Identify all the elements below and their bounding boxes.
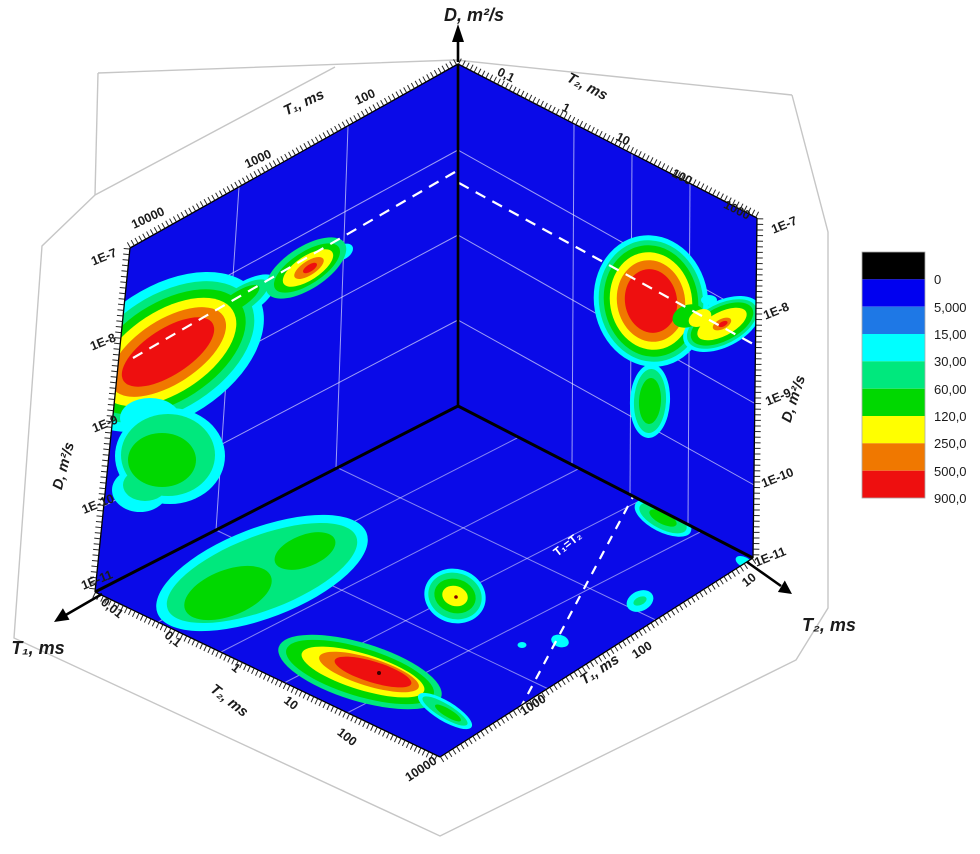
colorbar-label-900000: 900,0	[934, 491, 967, 506]
d-right-tick-1e-10: 1E-10	[759, 465, 795, 490]
floor-main-red-peak	[278, 634, 442, 710]
t1-wall-tick-100: 100	[353, 86, 378, 108]
left-wall-t1-d-map	[95, 64, 458, 592]
colorbar-cell	[862, 388, 925, 416]
t2-axis-arrow	[746, 560, 792, 594]
colorbar-label-120000: 120,0	[934, 409, 967, 424]
d-axis-title: D, m²/s	[444, 5, 504, 25]
t1-wall-tick-10000: 10000	[129, 204, 166, 231]
t1-axis-arrow	[54, 592, 103, 622]
colorbar: 0 5,000 15,00 30,00 60,00 120,0 250,0 50…	[861, 251, 967, 506]
colorbar-cell	[862, 306, 925, 334]
d-right-tick-1e-8: 1E-8	[761, 300, 791, 323]
right-wall-secondary-peak	[672, 296, 757, 352]
tick-combs	[88, 58, 764, 763]
t1-floor-tick-10: 10	[739, 570, 759, 590]
colorbar-label-60000: 60,00	[934, 382, 967, 397]
colorbar-label-250000: 250,0	[934, 436, 967, 451]
left-wall-dashed-guide	[132, 171, 456, 359]
floor-small-spots	[517, 499, 753, 648]
t2-floor-axis-label: T₂, ms	[207, 681, 251, 720]
colorbar-label-5000: 5,000	[934, 300, 967, 315]
colorbar-label-0: 0	[934, 272, 941, 287]
colorbar-cell	[862, 443, 925, 471]
right-wall-main-peak	[593, 235, 709, 367]
t1-wall-tick-1000: 1000	[242, 147, 273, 171]
colorbar-cell	[862, 279, 925, 307]
colorbar-label-500000: 500,0	[934, 464, 967, 479]
left-wall-main-peak	[95, 272, 277, 432]
t2-corner-label: T₂, ms	[802, 615, 856, 635]
t2-floor-tick-100: 100	[334, 725, 359, 749]
t2-floor-tick-10: 10	[281, 693, 301, 713]
floor-green-spike	[417, 692, 473, 730]
colorbar-label-30000: 30,00	[934, 354, 967, 369]
right-wall-t2-d-map	[458, 64, 757, 558]
colorbar-cell	[862, 416, 925, 444]
left-wall-green-peak	[112, 398, 225, 512]
d-right-tick-1e-7: 1E-7	[769, 214, 799, 237]
outer-frame	[13, 59, 829, 837]
colorbar-cell	[862, 252, 925, 280]
t2-floor-tick-1: 1	[229, 660, 243, 675]
right-wall-cyan-speck	[701, 295, 717, 305]
t1-corner-label: T₁, ms	[11, 638, 64, 658]
floor-t1-t2-map	[95, 406, 753, 757]
d-right-tick-1e-11: 1E-11	[752, 544, 788, 569]
t2-wall-tick-10: 10	[614, 130, 633, 149]
floor-yellow-peak	[424, 568, 486, 624]
t2-wall-tick-1: 1	[560, 100, 573, 116]
d-axis-arrow	[452, 24, 464, 62]
colorbar-cell	[862, 334, 925, 362]
right-wall-green-peak	[629, 364, 671, 438]
floor-t1-equals-t2-line	[504, 490, 637, 738]
floor-green-ridge	[156, 514, 368, 632]
colorbar-label-15000: 15,00	[934, 327, 967, 342]
t1-floor-tick-10000: 10000	[403, 754, 440, 785]
d-left-tick-1e-8: 1E-8	[88, 331, 118, 354]
box-edges	[94, 63, 758, 758]
left-wall-small-peak	[265, 237, 353, 299]
colorbar-cell	[862, 361, 925, 389]
d-left-axis-label: D, m²/s	[50, 441, 78, 492]
d-left-tick-1e-7: 1E-7	[89, 246, 119, 269]
t1-floor-tick-100: 100	[629, 638, 654, 661]
colorbar-cell	[862, 470, 925, 499]
